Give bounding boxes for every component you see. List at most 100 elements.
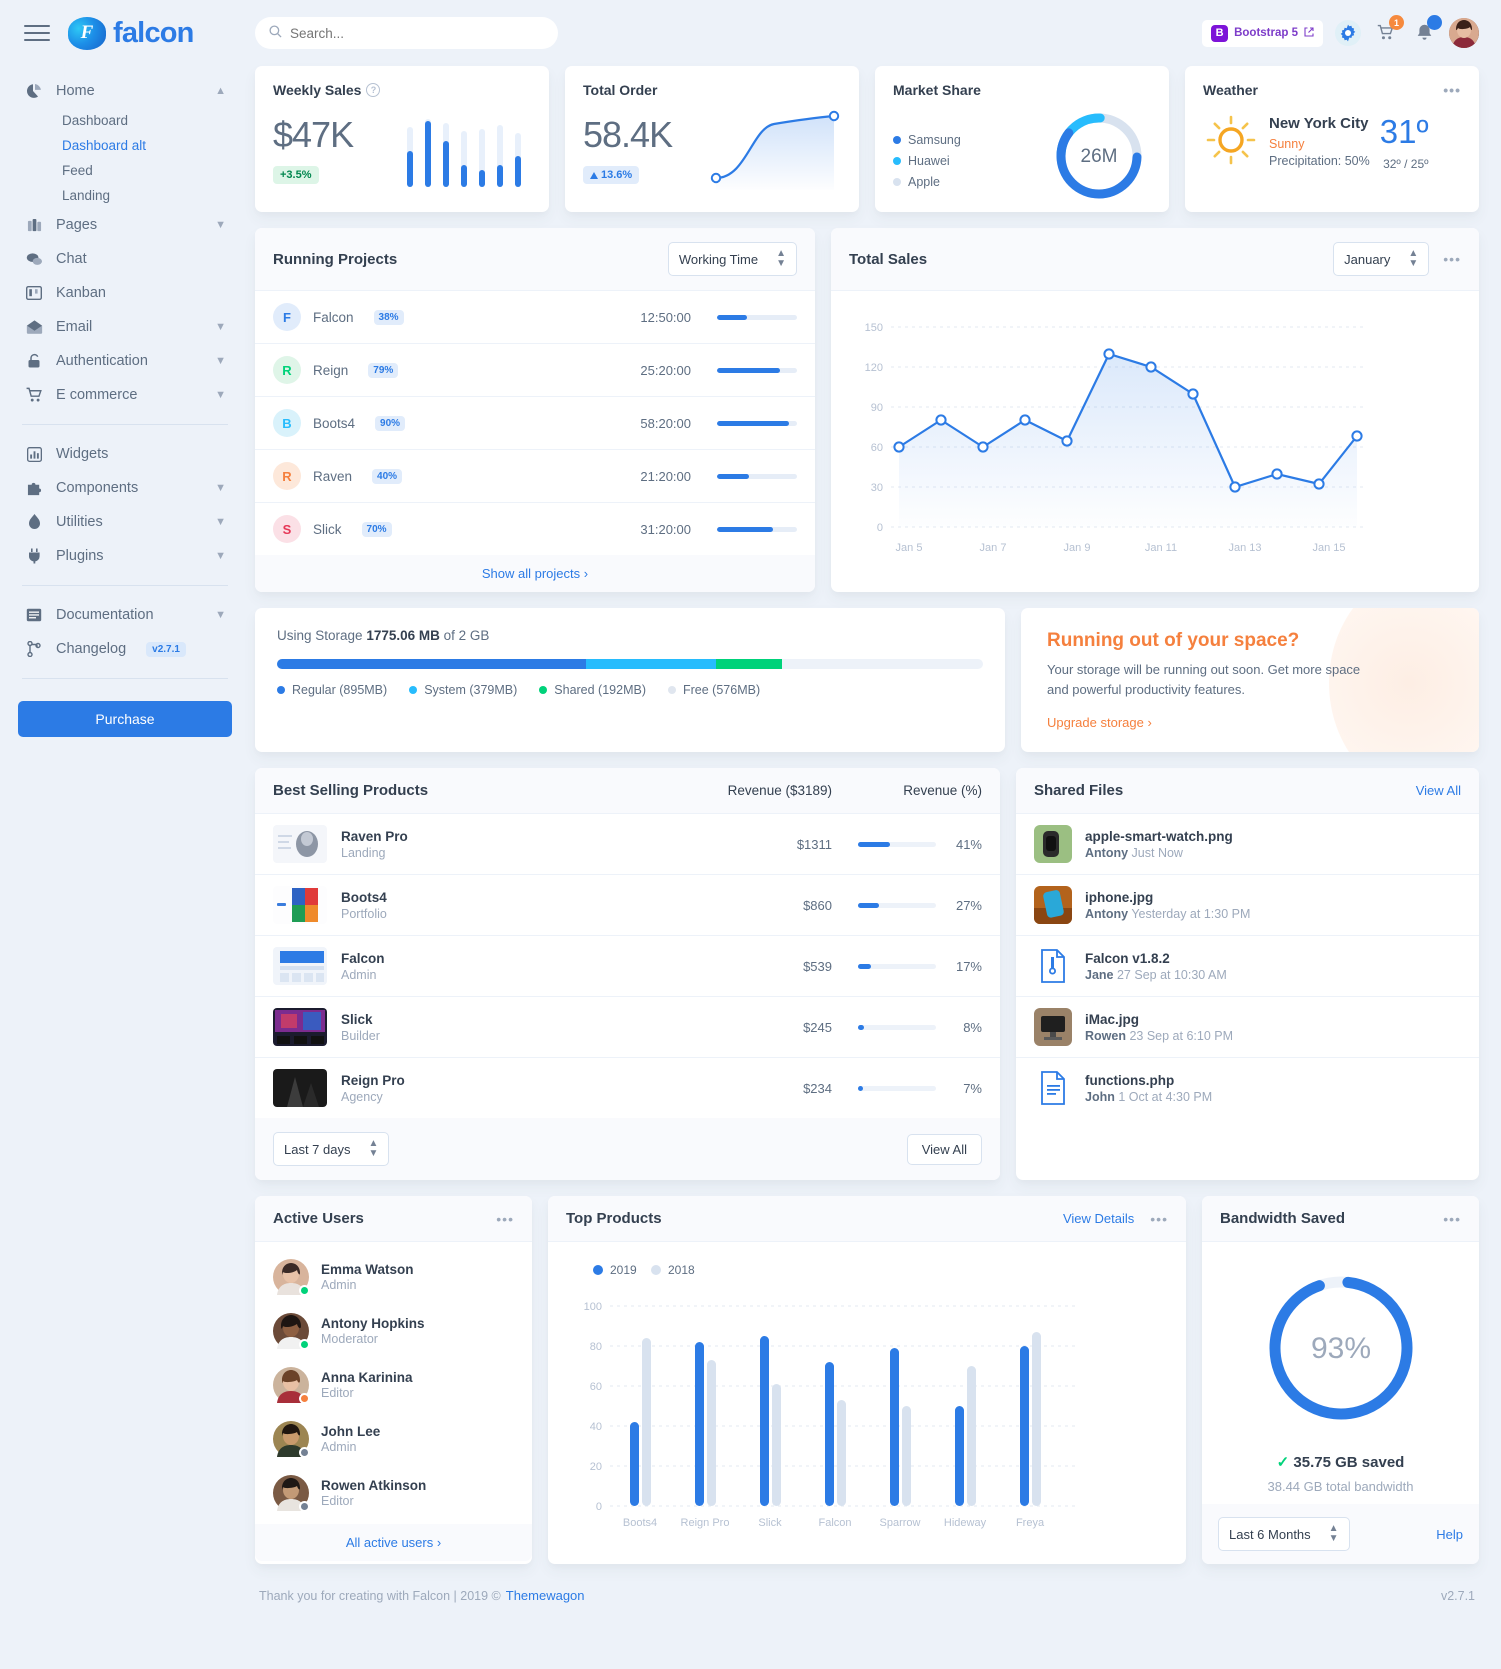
list-item[interactable]: Emma Watson Admin	[255, 1250, 532, 1304]
total-order-value: 58.4K	[583, 114, 673, 155]
sidebar-item-ecommerce[interactable]: E commerce ▼	[18, 378, 232, 412]
total-sales-more-icon[interactable]: •••	[1443, 251, 1461, 267]
product-name: Reign Pro	[341, 1072, 405, 1088]
svg-text:40: 40	[590, 1421, 602, 1433]
bandwidth-range-select[interactable]: Last 6 Months ▲ ▼	[1218, 1517, 1350, 1551]
chevron-down-icon[interactable]: ▼	[215, 516, 226, 528]
project-row[interactable]: F Falcon 38% 12:50:00	[255, 291, 815, 344]
project-name: Reign	[313, 362, 349, 378]
project-progress-badge: 40%	[372, 468, 403, 484]
list-item[interactable]: Rowen Atkinson Editor	[255, 1466, 532, 1520]
show-all-projects-link[interactable]: Show all projects ›	[481, 566, 589, 581]
menu-toggle-icon[interactable]	[24, 20, 50, 46]
avatar[interactable]	[1449, 18, 1479, 48]
table-row[interactable]: Reign Pro Agency $234 7%	[255, 1058, 1000, 1118]
view-details-link[interactable]: View Details	[1062, 1211, 1135, 1226]
file-meta: Antony Just Now	[1085, 846, 1233, 860]
sidebar-item-landing[interactable]: Landing	[62, 188, 111, 203]
active-users-more-icon[interactable]: •••	[496, 1210, 514, 1227]
bootstrap5-link[interactable]: B Bootstrap 5	[1202, 19, 1323, 47]
chevron-down-icon[interactable]: ▼	[215, 389, 226, 401]
sidebar-item-dashboard-alt[interactable]: Dashboard alt	[62, 138, 147, 153]
table-row[interactable]: Raven Pro Landing $1311 41%	[255, 814, 1000, 875]
weather-more-icon[interactable]: •••	[1443, 82, 1461, 98]
list-item[interactable]: Falcon v1.8.2 Jane 27 Sep at 10:30 AM	[1016, 936, 1479, 997]
project-name: Slick	[313, 521, 342, 537]
help-icon[interactable]: ?	[366, 83, 381, 97]
file-user: Jane	[1085, 967, 1114, 982]
sidebar-item-widgets[interactable]: Widgets	[18, 437, 232, 471]
view-all-button[interactable]: View All	[906, 1133, 982, 1165]
xtick-hideway: Hideway	[944, 1517, 987, 1529]
sidebar-item-home[interactable]: Home ▲	[18, 74, 232, 108]
chevron-down-icon[interactable]: ▼	[215, 482, 226, 494]
sidebar-item-documentation[interactable]: Documentation ▼	[18, 598, 232, 632]
chevron-down-icon[interactable]: ▼	[215, 609, 226, 621]
cart-button[interactable]: 1	[1373, 15, 1404, 46]
shared-files-view-all-link[interactable]: View All	[1415, 783, 1461, 798]
svg-text:Jan 9: Jan 9	[1064, 542, 1091, 554]
month-select[interactable]: January ▲ ▼	[1333, 242, 1430, 276]
top-products-more-icon[interactable]: •••	[1150, 1210, 1168, 1227]
sidebar-item-changelog[interactable]: Changelog v2.7.1	[18, 632, 232, 666]
legend-item-free: Free (576MB)	[668, 683, 760, 697]
bandwidth-more-icon[interactable]: •••	[1443, 1210, 1461, 1227]
table-row[interactable]: Boots4 Portfolio $860 27%	[255, 875, 1000, 936]
chevron-down-icon[interactable]: ▼	[215, 550, 226, 562]
sidebar-item-kanban[interactable]: Kanban	[18, 276, 232, 310]
sidebar-item-authentication[interactable]: Authentication ▼	[18, 344, 232, 378]
product-revenue: $860	[803, 897, 832, 913]
file-user: John	[1085, 1089, 1115, 1104]
list-item[interactable]: iMac.jpg Rowen 23 Sep at 6:10 PM	[1016, 997, 1479, 1058]
chevron-down-icon[interactable]: ▼	[215, 355, 226, 367]
chevron-up-icon[interactable]: ▲	[215, 85, 226, 97]
sidebar-item-plugins[interactable]: Plugins ▼	[18, 539, 232, 573]
sidebar-item-email[interactable]: Email ▼	[18, 310, 232, 344]
legend-dot-system	[409, 686, 418, 694]
list-item[interactable]: functions.php John 1 Oct at 4:30 PM	[1016, 1058, 1479, 1118]
sidebar-item-feed[interactable]: Feed	[62, 163, 93, 178]
list-item[interactable]: Anna Karinina Editor	[255, 1358, 532, 1412]
list-item[interactable]: John Lee Admin	[255, 1412, 532, 1466]
project-row[interactable]: B Boots4 90% 58:20:00	[255, 397, 815, 450]
upgrade-storage-link[interactable]: Upgrade storage ›	[1047, 715, 1152, 730]
weather-temp: 31º	[1379, 112, 1429, 150]
sidebar-item-chat[interactable]: Chat	[18, 242, 232, 276]
table-row[interactable]: Slick Builder $245 8%	[255, 997, 1000, 1058]
notifications-button[interactable]	[1411, 15, 1442, 46]
purchase-button[interactable]: Purchase	[18, 701, 232, 737]
project-row[interactable]: R Reign 79% 25:20:00	[255, 344, 815, 397]
brand-logo[interactable]: F falcon	[68, 16, 194, 50]
legend-dot-huawei	[893, 157, 901, 165]
all-active-users-link[interactable]: All active users ›	[345, 1535, 442, 1550]
project-row[interactable]: R Raven 40% 21:20:00	[255, 450, 815, 503]
bandwidth-range-value: Last 6 Months	[1229, 1526, 1311, 1542]
product-revenue-bar	[858, 1085, 936, 1091]
bandwidth-total: 38.44 GB total bandwidth	[1267, 1479, 1414, 1494]
xtick-freya: Freya	[1016, 1517, 1045, 1529]
sidebar-item-utilities[interactable]: Utilities ▼	[18, 505, 232, 539]
bandwidth-gauge: 93%	[1269, 1276, 1412, 1420]
themewagon-link[interactable]: Themewagon	[505, 1588, 585, 1603]
weather-body: New York City Sunny Precipitation: 50% 3…	[1203, 112, 1461, 171]
project-row[interactable]: S Slick 70% 31:20:00	[255, 503, 815, 555]
storage-used: 1775.06 MB	[366, 628, 440, 643]
list-item[interactable]: iphone.jpg Antony Yesterday at 1:30 PM	[1016, 875, 1479, 936]
chevron-down-icon[interactable]: ▼	[215, 219, 226, 231]
sidebar-divider	[22, 678, 228, 679]
date-range-select[interactable]: Last 7 days ▲ ▼	[273, 1132, 390, 1166]
sidebar-item-dashboard[interactable]: Dashboard	[62, 113, 129, 128]
search-input[interactable]	[290, 25, 544, 41]
help-link[interactable]: Help	[1436, 1526, 1463, 1542]
list-item[interactable]: apple-smart-watch.png Antony Just Now	[1016, 814, 1479, 875]
table-row[interactable]: Falcon Admin $539 17%	[255, 936, 1000, 997]
search-box[interactable]	[255, 17, 558, 49]
list-item[interactable]: Antony Hopkins Moderator	[255, 1304, 532, 1358]
working-time-select[interactable]: Working Time ▲ ▼	[667, 242, 797, 276]
settings-button[interactable]	[1335, 20, 1361, 46]
xtick-reign-pro: Reign Pro	[681, 1517, 730, 1529]
sidebar-item-pages[interactable]: Pages ▼	[18, 208, 232, 242]
bandwidth-title: Bandwidth Saved	[1220, 1210, 1346, 1227]
chevron-down-icon[interactable]: ▼	[215, 321, 226, 333]
sidebar-item-components[interactable]: Components ▼	[18, 471, 232, 505]
